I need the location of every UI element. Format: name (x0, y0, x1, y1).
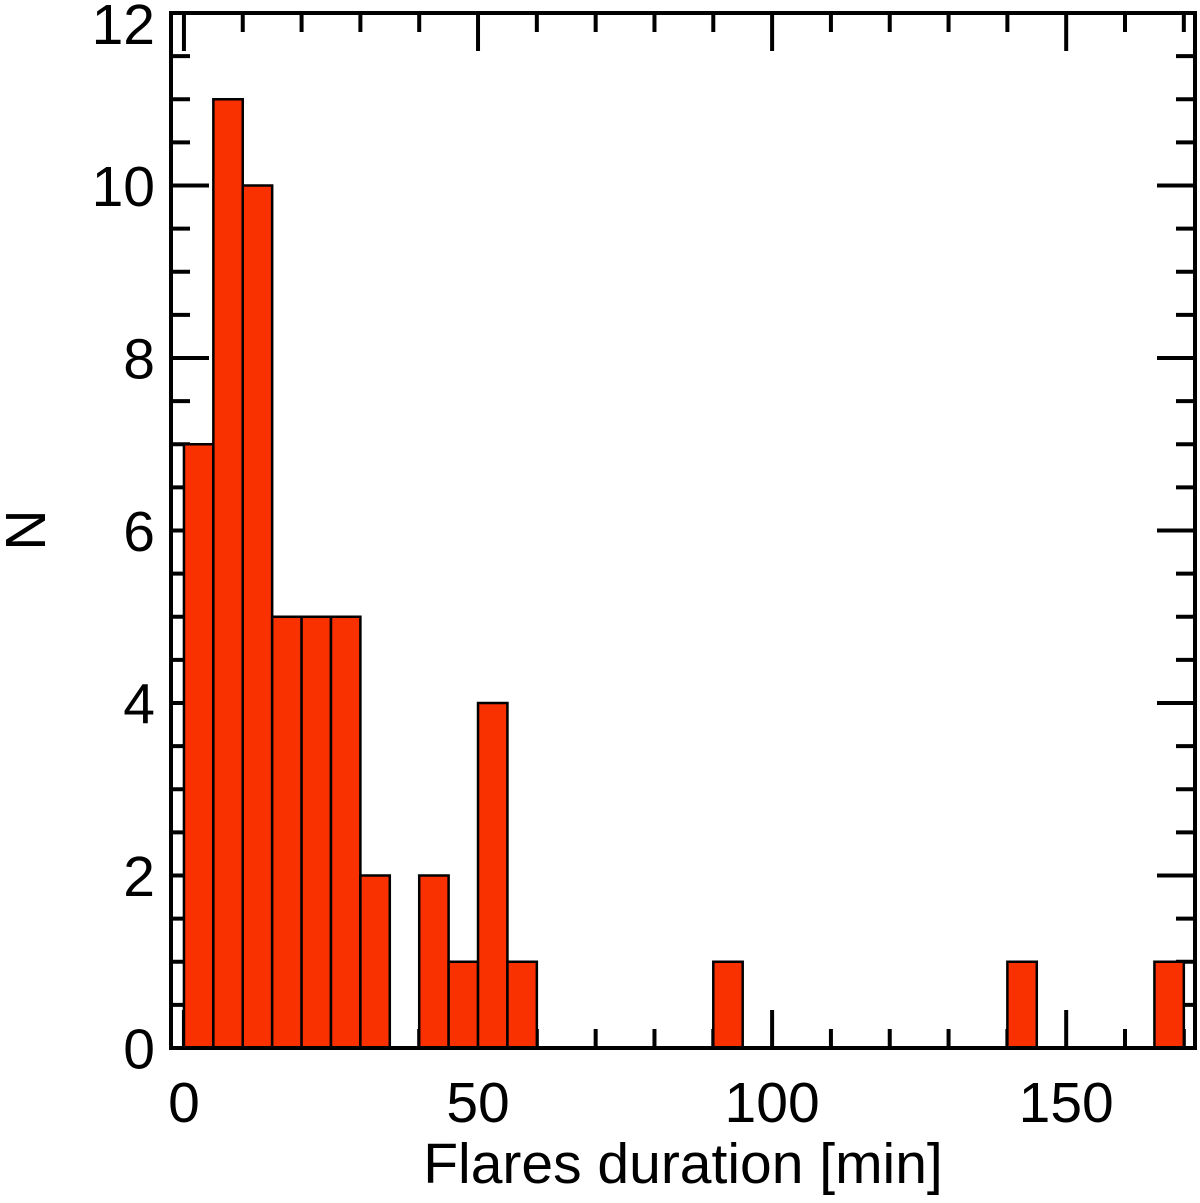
x-tick-label: 50 (446, 1071, 509, 1135)
x-tick-label: 100 (725, 1071, 820, 1135)
plot-frame (169, 11, 1197, 1050)
histogram-bar (300, 615, 333, 1050)
histogram-bar (417, 874, 450, 1050)
histogram-bar (1006, 960, 1039, 1050)
histogram-bar (712, 960, 744, 1050)
y-tick-label: 12 (92, 0, 155, 57)
y-tick-label: 8 (123, 328, 155, 392)
histogram-bar (329, 615, 362, 1050)
y-axis-title-text: N (0, 509, 58, 551)
y-tick-label: 10 (92, 155, 155, 219)
histogram-bar (241, 184, 274, 1050)
y-tick-label: 4 (123, 673, 155, 737)
y-tick-label: 0 (123, 1018, 155, 1082)
histogram-bar (476, 701, 509, 1050)
histogram-bar (212, 98, 245, 1050)
x-axis-title: Flares duration [min] (423, 1132, 943, 1196)
histogram-bar (270, 615, 303, 1050)
histogram-bar (506, 960, 539, 1050)
x-tick-label: 150 (1019, 1071, 1114, 1135)
x-tick-label: 0 (168, 1071, 200, 1135)
histogram-bar (1153, 960, 1186, 1050)
histogram-bar (447, 960, 480, 1050)
histogram-bar (182, 443, 215, 1050)
y-tick-label: 6 (123, 500, 155, 564)
histogram-bar (359, 874, 392, 1050)
y-tick-label: 2 (123, 845, 155, 909)
